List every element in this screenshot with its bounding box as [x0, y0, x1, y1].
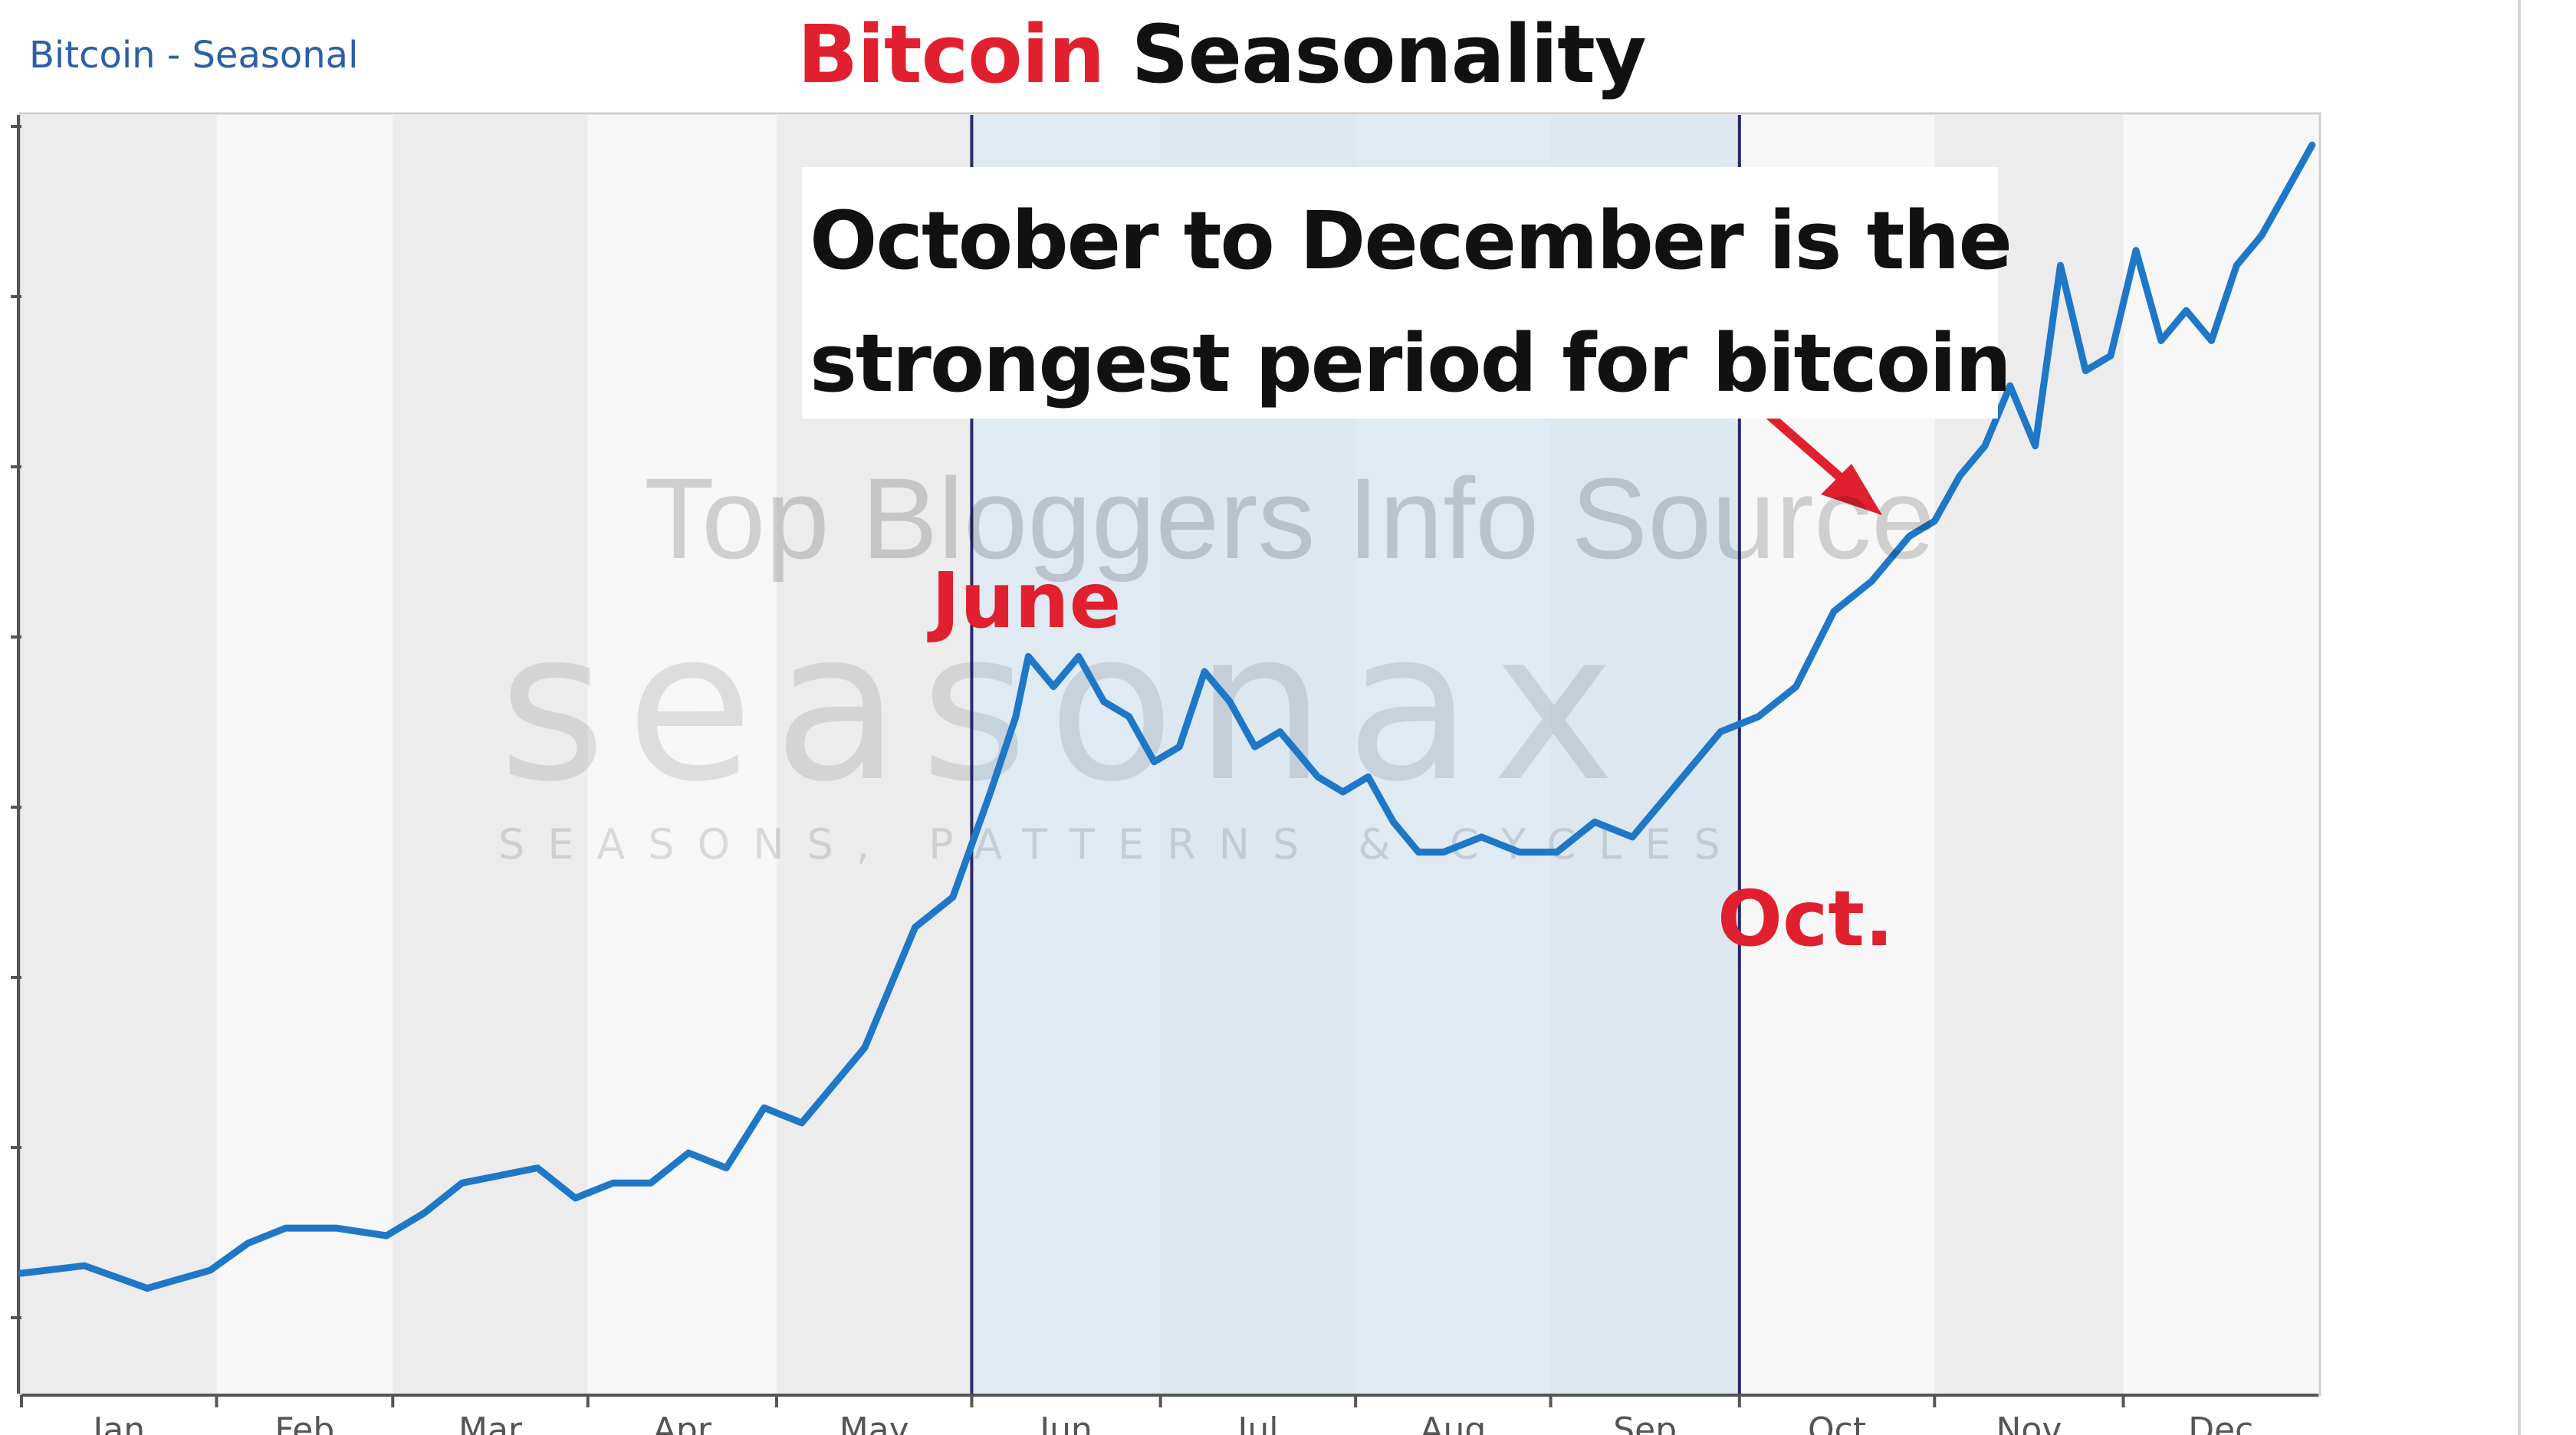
- label-october: Oct.: [1717, 874, 1894, 964]
- title-bitcoin: Bitcoin: [797, 8, 1105, 101]
- right-edge-panel: [2518, 0, 2576, 1435]
- annotation-line-1: October to December is the: [810, 194, 2013, 287]
- x-tick-label: Nov: [1996, 1410, 2062, 1435]
- watermark-logo-tagline: SEASONS, PATTERNS & CYCLES: [498, 820, 1743, 869]
- x-tick-label: Sep: [1613, 1410, 1677, 1435]
- x-tick-label: Jul: [1235, 1410, 1278, 1435]
- x-tick-label: Feb: [274, 1410, 334, 1435]
- month-band-jan: [21, 115, 217, 1394]
- chart-header-label: Bitcoin - Seasonal: [29, 34, 359, 77]
- watermark-text: Top Bloggers Info Source: [644, 454, 1936, 583]
- page-title: Bitcoin Seasonality: [797, 8, 1647, 101]
- x-tick-label: May: [840, 1410, 909, 1435]
- label-june: June: [932, 556, 1122, 645]
- y-axis: [11, 115, 21, 1394]
- x-tick-label: Aug: [1420, 1410, 1486, 1435]
- x-axis: Jan Feb Mar Apr May Jun Jul Aug Sep Oct Nov Dec: [20, 1394, 2318, 1435]
- watermark-logo: seasonax: [498, 586, 1635, 827]
- month-band-feb: [216, 115, 393, 1394]
- annotation-box: October to December is the strongest per…: [802, 167, 2013, 419]
- title-seasonality: Seasonality: [1104, 8, 1647, 101]
- x-tick-label: Mar: [458, 1410, 523, 1435]
- x-tick-label: Jan: [90, 1410, 145, 1435]
- x-tick-label: Jun: [1037, 1410, 1092, 1435]
- x-tick-label: Oct: [1808, 1410, 1866, 1435]
- x-tick-label: Apr: [653, 1410, 712, 1435]
- annotation-line-2: strongest period for bitcoin: [810, 317, 2012, 410]
- x-tick-label: Dec: [2188, 1410, 2253, 1435]
- series-line: [18, 141, 2316, 1292]
- arrow-icon: [1759, 406, 1882, 515]
